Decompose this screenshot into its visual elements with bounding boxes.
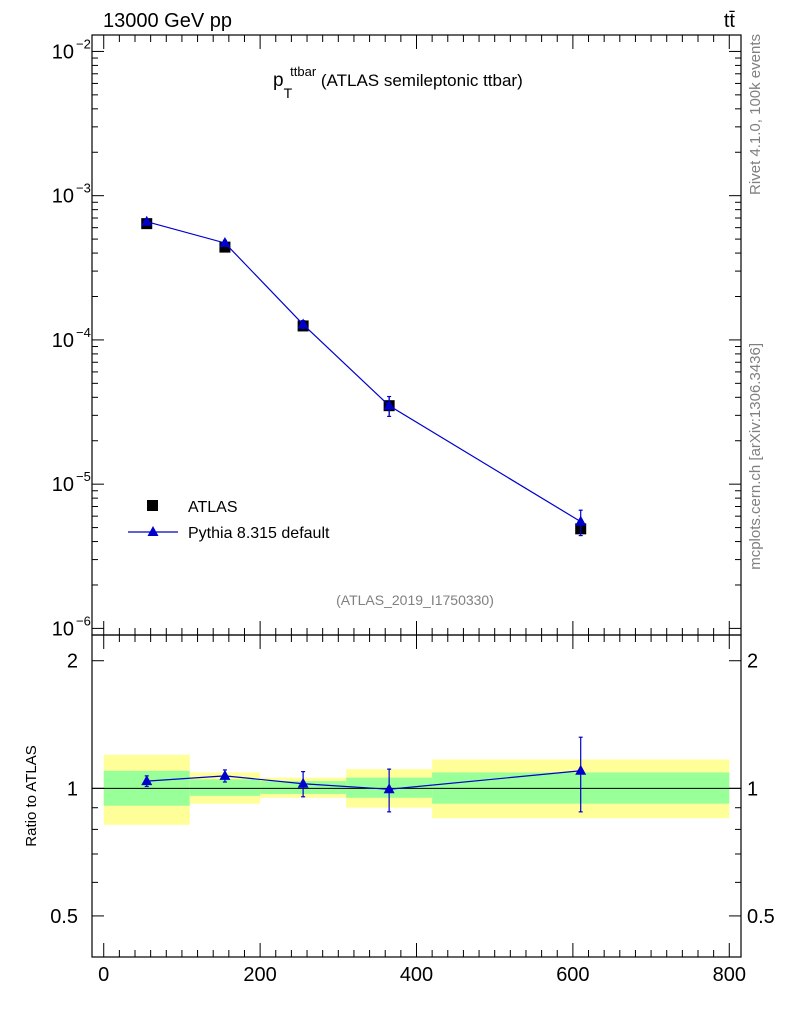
main-y-tick-exponent: −3 bbox=[76, 181, 91, 196]
ratio-data-point bbox=[297, 777, 309, 788]
ratio-y-axis-label: Ratio to ATLAS bbox=[23, 745, 40, 846]
legend: ATLAS Pythia 8.315 default bbox=[128, 499, 330, 542]
main-y-tick-exponent: −2 bbox=[76, 36, 91, 51]
legend-atlas-label: ATLAS bbox=[188, 499, 238, 516]
title-main: p bbox=[273, 70, 284, 91]
pythia-data-point bbox=[297, 318, 309, 329]
rivet-version-label: Rivet 4.1.0, 100k events bbox=[747, 34, 764, 195]
axis-ticks bbox=[92, 35, 741, 957]
ratio-data-point bbox=[141, 775, 153, 786]
main-y-tick-labels: 10−210−310−410−510−6 bbox=[52, 36, 91, 640]
pythia-data-point bbox=[383, 399, 395, 410]
ratio-y-tick-label-right: 2 bbox=[747, 651, 758, 673]
legend-pythia-label: Pythia 8.315 default bbox=[188, 525, 330, 542]
main-y-tick-label: 10 bbox=[52, 41, 74, 63]
ratio-data-point bbox=[383, 783, 395, 794]
x-tick-labels: 0 200 400 600 800 bbox=[98, 964, 746, 986]
mcplots-label: mcplots.cern.ch [arXiv:1306.3436] bbox=[747, 343, 764, 570]
ratio-data-point bbox=[575, 764, 587, 775]
ratio-marks bbox=[141, 736, 587, 813]
ratio-data-point bbox=[219, 769, 231, 780]
title-subscript: T bbox=[284, 85, 293, 101]
x-tick-label: 200 bbox=[243, 964, 276, 986]
x-tick-label: 0 bbox=[98, 964, 109, 986]
ratio-y-tick-label-right: 0.5 bbox=[747, 906, 775, 928]
pythia-data-point bbox=[575, 515, 587, 526]
analysis-label: (ATLAS_2019_I1750330) bbox=[336, 592, 494, 608]
legend-pythia-marker bbox=[147, 526, 159, 536]
main-marks bbox=[141, 215, 587, 537]
main-y-tick-label: 10 bbox=[52, 618, 74, 640]
main-y-tick-label: 10 bbox=[52, 330, 74, 352]
main-y-tick-exponent: −6 bbox=[76, 613, 91, 628]
ratio-y-tick-labels: 0.5 0.5 1 1 2 2 bbox=[50, 651, 775, 928]
main-y-tick-exponent: −4 bbox=[76, 325, 91, 340]
ratio-y-tick-label-left: 0.5 bbox=[50, 906, 78, 928]
pythia-data-point bbox=[141, 215, 153, 226]
legend-atlas-marker bbox=[147, 500, 158, 511]
atlas-data-point bbox=[219, 241, 231, 253]
ratio-band-inner bbox=[189, 779, 261, 796]
main-y-tick-exponent: −5 bbox=[76, 469, 91, 484]
title-superscript: ttbar bbox=[290, 64, 317, 79]
x-tick-label: 600 bbox=[556, 964, 589, 986]
plot-title: pTttbar (ATLAS semileptonic ttbar) bbox=[273, 64, 523, 101]
header-energy: 13000 GeV pp bbox=[103, 10, 232, 32]
main-y-tick-label: 10 bbox=[52, 186, 74, 208]
ratio-y-tick-label-right: 1 bbox=[747, 778, 758, 800]
ratio-y-tick-label-left: 2 bbox=[67, 651, 78, 673]
main-y-tick-label: 10 bbox=[52, 474, 74, 496]
ratio-y-tick-label-left: 1 bbox=[67, 778, 78, 800]
pythia-data-point bbox=[219, 236, 231, 247]
x-tick-label: 400 bbox=[400, 964, 433, 986]
title-rest: (ATLAS semileptonic ttbar) bbox=[316, 71, 523, 90]
header-process: tt̄ bbox=[724, 10, 736, 32]
x-tick-label: 800 bbox=[713, 964, 746, 986]
